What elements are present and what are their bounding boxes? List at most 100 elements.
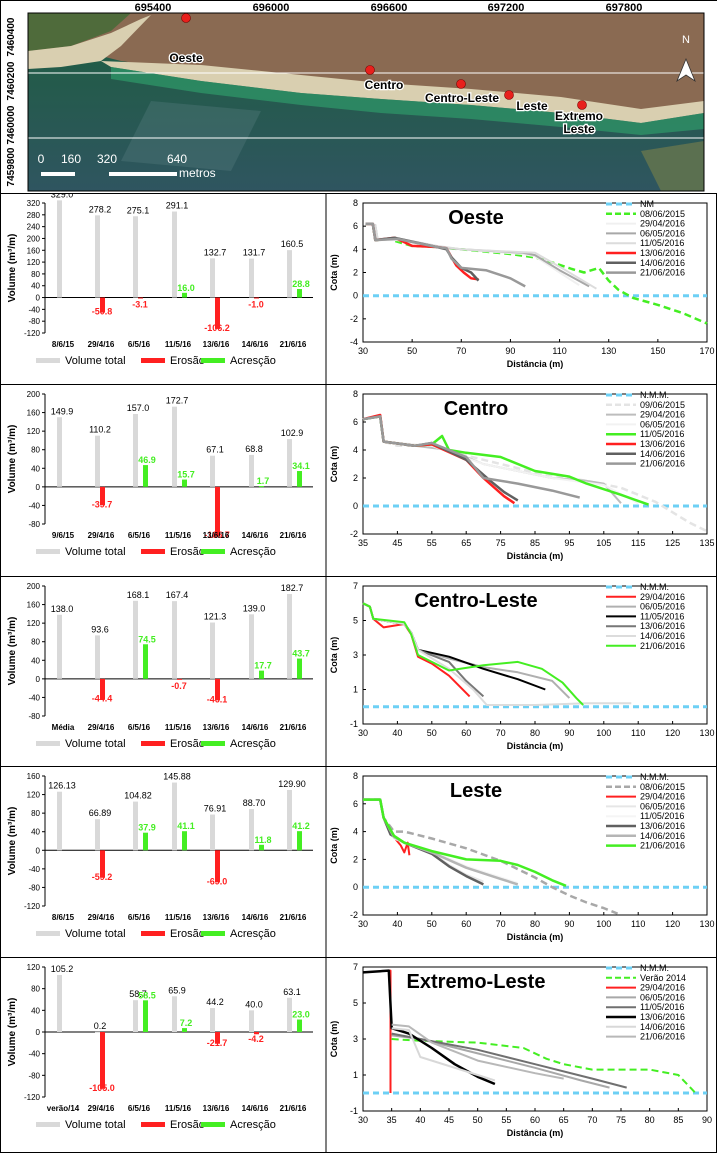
bar-accretion <box>259 844 264 851</box>
x-tick-label: 110 <box>631 728 645 738</box>
x-category-label: 6/5/16 <box>128 531 151 540</box>
y-axis-label: Volume (m³/m) <box>7 234 18 303</box>
y-tick-label: 120 <box>27 791 41 800</box>
y-tick-label: -2 <box>350 314 358 324</box>
legend-label: 09/06/2015 <box>640 400 685 410</box>
bar-total <box>133 801 138 851</box>
surf-zone <box>111 67 704 135</box>
legend-label: 06/05/2016 <box>640 419 685 429</box>
data-label-total: 67.1 <box>206 445 224 455</box>
y-tick-label: 1 <box>353 1070 358 1080</box>
x-tick-label: 30 <box>358 728 368 738</box>
legend-label: 14/06/2016 <box>640 449 685 459</box>
x-category-label: 6/5/16 <box>128 723 151 732</box>
x-category-label: 14/6/16 <box>242 1104 269 1113</box>
x-category-label: 8/6/15 <box>52 340 75 349</box>
bar-erosion <box>100 850 105 878</box>
x-tick-label: 90 <box>702 1115 712 1125</box>
x-tick-label: 70 <box>496 919 506 929</box>
charts-area: -120 -80 -40 0 40 80 120 160 200 240 280 320 Volume … <box>0 189 717 1153</box>
x-tick-label: 30 <box>358 346 368 356</box>
y-tick-label: 80 <box>31 638 40 647</box>
x-category-label: 21/6/16 <box>280 531 307 540</box>
x-tick-label: 90 <box>505 346 515 356</box>
y-tick-label: 8 <box>353 771 358 781</box>
x-tick-label: 50 <box>473 1115 483 1125</box>
x-category-label: 21/6/16 <box>280 913 307 922</box>
bar-erosion <box>100 486 105 506</box>
data-label-total: 65.9 <box>168 985 186 995</box>
y-tick-label: -40 <box>28 501 40 510</box>
legend-label-erosion: Erosão <box>170 738 205 750</box>
profile-point-marker <box>365 65 375 75</box>
bar-total <box>57 975 62 1032</box>
bar-erosion <box>100 678 105 700</box>
data-label-total: 44.2 <box>206 997 224 1007</box>
data-label-accretion: 34.1 <box>292 461 310 471</box>
profile-chart-centro-leste-profile: 30 40 50 60 70 80 90 100 110 120 130 -1 1 3 5 7 Distânci… <box>329 581 715 751</box>
profile-point-label: Oeste <box>169 51 203 65</box>
legend-label-total: Volume total <box>65 738 126 750</box>
x-axis-label: Distância (m) <box>507 932 564 942</box>
data-label-erosion: -21.7 <box>207 1038 228 1048</box>
data-label-accretion: 58.5 <box>138 990 156 1000</box>
y-tick-label: -2 <box>350 910 358 920</box>
data-label-accretion: 41.1 <box>177 821 195 831</box>
bar-accretion <box>297 471 302 487</box>
data-label-erosion: -106.2 <box>204 323 230 333</box>
bar-total <box>249 1010 254 1032</box>
bar-total <box>172 996 177 1032</box>
legend-swatch-total <box>36 549 60 554</box>
bar-chart-centro-leste-bars: -80 -40 0 40 80 120 160 200 Volume (m³/m) 138.0 Mé… <box>7 582 313 750</box>
x-tick-label: 65 <box>559 1115 569 1125</box>
y-tick-label: 40 <box>31 656 40 665</box>
scale-label: 320 <box>97 152 117 166</box>
legend-label: 08/06/2015 <box>640 782 685 792</box>
x-axis-label: Distância (m) <box>507 551 564 561</box>
bar-accretion <box>182 831 187 851</box>
x-category-label: 29/4/16 <box>88 531 115 540</box>
legend-swatch-total <box>36 358 60 363</box>
data-label-accretion: 11.8 <box>254 835 271 845</box>
data-label-accretion: 1.7 <box>257 476 270 486</box>
y-tick-label: 0 <box>36 675 41 684</box>
x-tick-label: 80 <box>530 919 540 929</box>
x-tick-label: 55 <box>427 538 437 548</box>
data-label-erosion: -0.7 <box>171 681 187 691</box>
x-tick-label: 50 <box>427 728 437 738</box>
data-label-total: 121.3 <box>204 612 227 622</box>
y-axis-label: Cota (m) <box>329 827 339 864</box>
data-label-total: 278.2 <box>89 204 112 214</box>
y-tick-label: 200 <box>27 234 41 243</box>
x-category-label: 29/4/16 <box>88 913 115 922</box>
legend-label-total: Volume total <box>65 546 126 558</box>
y-tick-label: -80 <box>28 317 40 326</box>
legend-swatch-accretion <box>201 549 225 554</box>
bar-total <box>57 791 62 851</box>
data-label-total: 131.7 <box>243 248 266 258</box>
chart-title: Centro-Leste <box>414 590 537 612</box>
y-tick-label: 80 <box>31 270 40 279</box>
bar-total <box>287 594 292 679</box>
x-tick-label: 35 <box>358 538 368 548</box>
bar-chart-extremo-leste-bars: -120 -80 -40 0 40 80 120 Volume (m³/m) 105.2 verã… <box>7 963 313 1131</box>
data-label-erosion: -105.7 <box>204 530 230 540</box>
legend-label-accretion: Acresção <box>230 928 276 940</box>
legend-label: 29/04/2016 <box>640 792 685 802</box>
legend-label: 14/06/2016 <box>640 831 685 841</box>
aerial-map: 695400 696000 696600 697200 697800 7460400 746… <box>0 0 717 194</box>
y-tick-label: 5 <box>353 616 358 626</box>
x-tick-label: 150 <box>650 346 665 356</box>
bar-total <box>133 600 138 679</box>
y-tick-label: -2 <box>350 529 358 539</box>
x-tick-label: 125 <box>665 538 680 548</box>
data-label-total: 329.0 <box>51 193 74 199</box>
profile-chart-centro-profile: 35 45 55 65 75 85 95 105 115 125 135 -2 0 2 4 6 8 Distânc… <box>329 389 715 561</box>
y-axis-label: Cota (m) <box>329 446 339 483</box>
bar-total <box>172 601 177 679</box>
x-tick-label: 120 <box>665 728 680 738</box>
y-tick-label: -120 <box>24 902 41 911</box>
bar-erosion <box>215 1032 220 1044</box>
y-tick-label: 120 <box>27 427 41 436</box>
profile-point-marker <box>504 90 514 100</box>
